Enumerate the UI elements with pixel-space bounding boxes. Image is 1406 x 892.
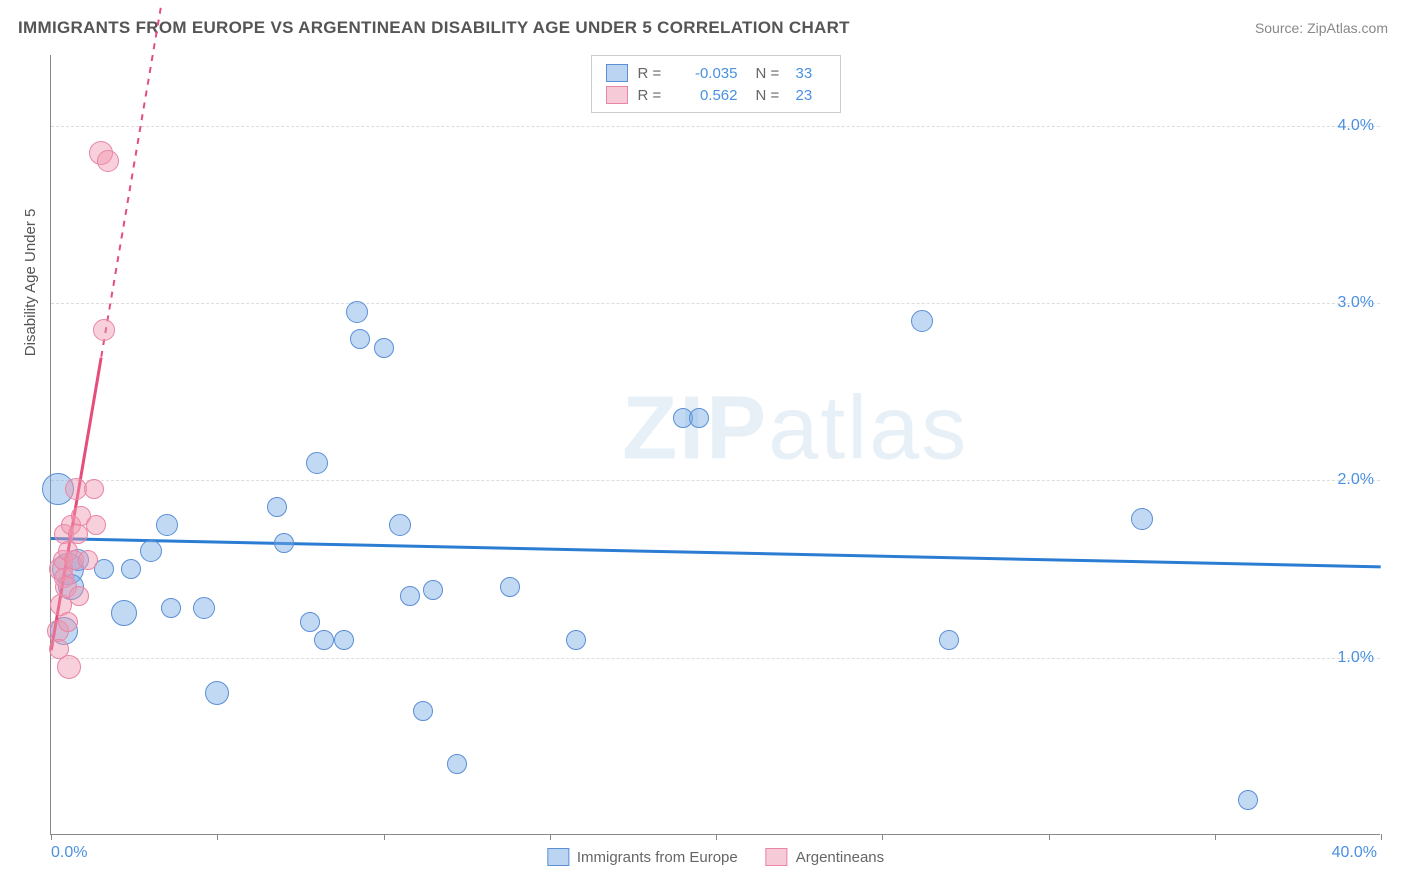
y-tick-label: 2.0% <box>1338 471 1374 489</box>
scatter-point-europe <box>911 310 933 332</box>
gridline-h <box>51 658 1380 659</box>
scatter-point-argentinean <box>97 150 119 172</box>
legend-swatch-blue <box>606 64 628 82</box>
legend-r-value: -0.035 <box>678 65 738 82</box>
scatter-point-europe <box>346 301 368 323</box>
scatter-point-argentinean <box>86 515 106 535</box>
y-tick-label: 4.0% <box>1338 117 1374 135</box>
scatter-point-europe <box>156 514 178 536</box>
scatter-point-argentinean <box>69 586 89 606</box>
scatter-point-europe <box>423 580 443 600</box>
title-bar: IMMIGRANTS FROM EUROPE VS ARGENTINEAN DI… <box>18 18 1388 38</box>
scatter-point-argentinean <box>78 550 98 570</box>
scatter-point-europe <box>334 630 354 650</box>
scatter-point-europe <box>193 597 215 619</box>
gridline-h <box>51 480 1380 481</box>
legend-n-label: N = <box>756 65 786 82</box>
scatter-point-europe <box>300 612 320 632</box>
x-tick-mark <box>1381 834 1382 840</box>
legend-r-label: R = <box>638 65 668 82</box>
legend-n-label: N = <box>756 87 786 104</box>
scatter-point-europe <box>400 586 420 606</box>
gridline-h <box>51 126 1380 127</box>
scatter-point-europe <box>566 630 586 650</box>
scatter-point-europe <box>689 408 709 428</box>
x-tick-mark <box>882 834 883 840</box>
scatter-point-europe <box>267 497 287 517</box>
scatter-point-europe <box>140 540 162 562</box>
y-axis-label: Disability Age Under 5 <box>22 209 39 357</box>
y-tick-label: 3.0% <box>1338 294 1374 312</box>
legend-item-europe: Immigrants from Europe <box>547 848 738 866</box>
legend-n-value: 23 <box>796 87 826 104</box>
scatter-point-europe <box>939 630 959 650</box>
scatter-point-europe <box>274 533 294 553</box>
legend-n-value: 33 <box>796 65 826 82</box>
scatter-point-argentinean <box>58 612 78 632</box>
scatter-point-argentinean <box>57 655 81 679</box>
x-tick-mark <box>384 834 385 840</box>
watermark: ZIPatlas <box>622 377 968 480</box>
x-tick-mark <box>1049 834 1050 840</box>
scatter-point-europe <box>1238 790 1258 810</box>
y-tick-label: 1.0% <box>1338 649 1374 667</box>
x-tick-label: 40.0% <box>1332 844 1377 862</box>
scatter-point-europe <box>1131 508 1153 530</box>
scatter-point-argentinean <box>93 319 115 341</box>
trend-line <box>51 537 1381 568</box>
scatter-point-europe <box>350 329 370 349</box>
x-tick-label: 0.0% <box>51 844 87 862</box>
x-tick-mark <box>1215 834 1216 840</box>
scatter-point-europe <box>389 514 411 536</box>
legend-swatch-blue <box>547 848 569 866</box>
legend-r-label: R = <box>638 87 668 104</box>
scatter-point-europe <box>121 559 141 579</box>
gridline-h <box>51 303 1380 304</box>
legend-label: Immigrants from Europe <box>577 849 738 866</box>
legend-bottom: Immigrants from Europe Argentineans <box>547 848 884 866</box>
scatter-point-argentinean <box>84 479 104 499</box>
legend-label: Argentineans <box>796 849 884 866</box>
x-tick-mark <box>550 834 551 840</box>
chart-title: IMMIGRANTS FROM EUROPE VS ARGENTINEAN DI… <box>18 18 850 38</box>
legend-swatch-pink <box>606 86 628 104</box>
scatter-point-argentinean <box>68 524 88 544</box>
scatter-point-europe <box>306 452 328 474</box>
legend-item-argentineans: Argentineans <box>766 848 884 866</box>
legend-row-pink: R = 0.562 N = 23 <box>606 84 826 106</box>
x-tick-mark <box>51 834 52 840</box>
scatter-point-europe <box>447 754 467 774</box>
legend-swatch-pink <box>766 848 788 866</box>
scatter-point-europe <box>413 701 433 721</box>
legend-top: R = -0.035 N = 33 R = 0.562 N = 23 <box>591 55 841 113</box>
scatter-point-europe <box>205 681 229 705</box>
plot-area: ZIPatlas R = -0.035 N = 33 R = 0.562 N =… <box>50 55 1380 835</box>
x-tick-mark <box>217 834 218 840</box>
scatter-point-europe <box>314 630 334 650</box>
scatter-point-europe <box>374 338 394 358</box>
scatter-point-europe <box>500 577 520 597</box>
legend-row-blue: R = -0.035 N = 33 <box>606 62 826 84</box>
scatter-point-europe <box>161 598 181 618</box>
legend-r-value: 0.562 <box>678 87 738 104</box>
x-tick-mark <box>716 834 717 840</box>
trend-line <box>100 6 161 357</box>
scatter-point-europe <box>111 600 137 626</box>
source-label: Source: ZipAtlas.com <box>1255 20 1388 36</box>
